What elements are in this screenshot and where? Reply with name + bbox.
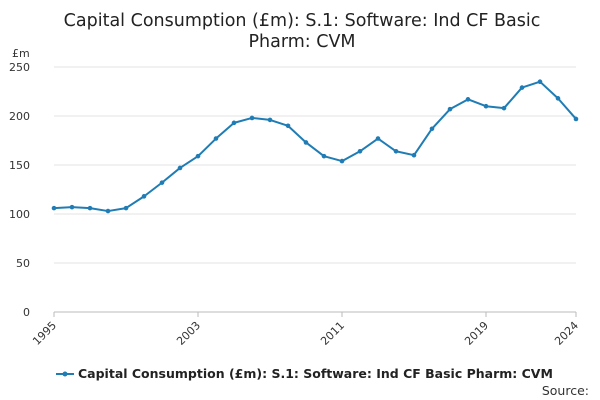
series-line-0	[53, 80, 577, 213]
data-point	[321, 153, 327, 159]
data-point	[303, 140, 309, 145]
legend-marker-swatch	[62, 371, 68, 377]
data-point	[51, 205, 57, 211]
x-tick-label: 2024	[552, 319, 581, 348]
data-point	[69, 204, 75, 210]
data-point	[483, 103, 489, 109]
data-point	[249, 115, 255, 121]
data-point	[195, 153, 201, 159]
source-label: Source:	[542, 383, 589, 398]
x-tick-label: 2019	[462, 319, 491, 348]
chart-title-line-1: Capital Consumption (£m): S.1: Software:…	[64, 11, 541, 31]
y-axis-unit: £m	[12, 47, 30, 60]
gridlines	[54, 66, 576, 313]
x-tick-label: 2003	[174, 319, 203, 348]
data-point	[573, 116, 579, 122]
data-point	[357, 148, 363, 154]
y-tick-labels: 0 50 100 150 200 250	[9, 61, 30, 319]
data-point	[447, 106, 453, 112]
data-point	[177, 165, 183, 171]
data-point	[537, 79, 543, 84]
series-group	[51, 79, 579, 214]
data-point	[339, 158, 345, 164]
y-tick-label: 200	[9, 110, 30, 123]
legend: Capital Consumption (£m): S.1: Software:…	[56, 366, 553, 381]
y-tick-label: 100	[9, 208, 30, 221]
data-point	[411, 152, 417, 158]
y-tick-label: 50	[16, 257, 30, 270]
data-point	[285, 123, 291, 129]
data-point	[429, 126, 435, 132]
x-tick-labels: 1995 2003 2011 2019 2024	[30, 312, 581, 348]
y-tick-label: 250	[9, 61, 30, 74]
y-tick-label: 0	[23, 306, 30, 319]
data-point	[393, 148, 399, 154]
chart-title-line-2: Pharm: CVM	[248, 32, 355, 52]
data-point	[123, 205, 129, 211]
data-point	[213, 136, 219, 141]
data-point	[267, 117, 273, 123]
x-tick-label: 1995	[30, 319, 59, 348]
data-point	[375, 136, 381, 141]
y-tick-label: 150	[9, 159, 30, 172]
data-point	[555, 96, 561, 101]
data-point	[519, 85, 525, 90]
data-point	[105, 208, 111, 214]
legend-label: Capital Consumption (£m): S.1: Software:…	[78, 366, 553, 381]
data-point	[141, 194, 147, 199]
data-point	[501, 105, 507, 111]
data-point	[159, 180, 165, 185]
x-tick-label: 2011	[318, 319, 347, 348]
data-point	[231, 120, 237, 126]
data-point	[465, 97, 471, 102]
data-point	[87, 205, 93, 211]
